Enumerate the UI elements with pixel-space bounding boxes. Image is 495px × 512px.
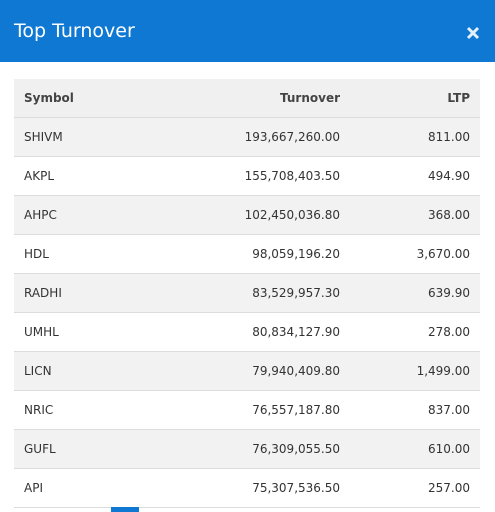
table-cell: 75,307,536.50 (154, 468, 350, 508)
table-cell: 257.00 (350, 468, 480, 508)
table-row: HDL 98,059,196.20 3,670.00 (14, 234, 480, 274)
table-row: UMHL 80,834,127.90 278.00 (14, 312, 480, 352)
table-cell: HDL (14, 234, 154, 274)
table-cell: 837.00 (350, 390, 480, 430)
turnover-table: Symbol Turnover LTP SHIVM 193,667,260.00 811… (14, 79, 480, 508)
table-cell: RADHI (14, 273, 154, 313)
table-cell: 494.90 (350, 156, 480, 196)
table-cell: LICN (14, 351, 154, 391)
table-cell: 155,708,403.50 (154, 156, 350, 196)
table-cell: AKPL (14, 156, 154, 196)
table-cell: 639.90 (350, 273, 480, 313)
modal-header: Top Turnover (0, 0, 495, 62)
table-cell: NRIC (14, 390, 154, 430)
table-cell: 811.00 (350, 117, 480, 157)
table-cell: 83,529,957.30 (154, 273, 350, 313)
close-button[interactable] (466, 26, 480, 40)
table-body: SHIVM 193,667,260.00 811.00 AKPL 155,708,403… (14, 117, 480, 508)
table-row: AKPL 155,708,403.50 494.90 (14, 156, 480, 196)
table-row: SHIVM 193,667,260.00 811.00 (14, 117, 480, 157)
table-cell: 98,059,196.20 (154, 234, 350, 274)
column-header: Symbol (14, 79, 154, 118)
table-row: GUFL 76,309,055.50 610.00 (14, 429, 480, 469)
header-row: Symbol Turnover LTP (14, 79, 480, 118)
table-cell: 79,940,409.80 (154, 351, 350, 391)
table-cell: 610.00 (350, 429, 480, 469)
table-cell: 3,670.00 (350, 234, 480, 274)
table-cell: 76,309,055.50 (154, 429, 350, 469)
column-header: Turnover (154, 79, 350, 118)
table-cell: API (14, 468, 154, 508)
table-cell: 1,499.00 (350, 351, 480, 391)
table-row: RADHI 83,529,957.30 639.90 (14, 273, 480, 313)
table-row: LICN 79,940,409.80 1,499.00 (14, 351, 480, 391)
modal-title: Top Turnover (14, 20, 135, 42)
column-header: LTP (350, 79, 480, 118)
table-cell: 368.00 (350, 195, 480, 235)
table-cell: AHPC (14, 195, 154, 235)
table-cell: 76,557,187.80 (154, 390, 350, 430)
pagination[interactable] (111, 507, 139, 512)
table-cell: 102,450,036.80 (154, 195, 350, 235)
table-cell: GUFL (14, 429, 154, 469)
table-cell: 193,667,260.00 (154, 117, 350, 157)
table-cell: SHIVM (14, 117, 154, 157)
table-row: API 75,307,536.50 257.00 (14, 468, 480, 508)
table-row: NRIC 76,557,187.80 837.00 (14, 390, 480, 430)
table-cell: UMHL (14, 312, 154, 352)
table-cell: 278.00 (350, 312, 480, 352)
table-cell: 80,834,127.90 (154, 312, 350, 352)
table-row: AHPC 102,450,036.80 368.00 (14, 195, 480, 235)
